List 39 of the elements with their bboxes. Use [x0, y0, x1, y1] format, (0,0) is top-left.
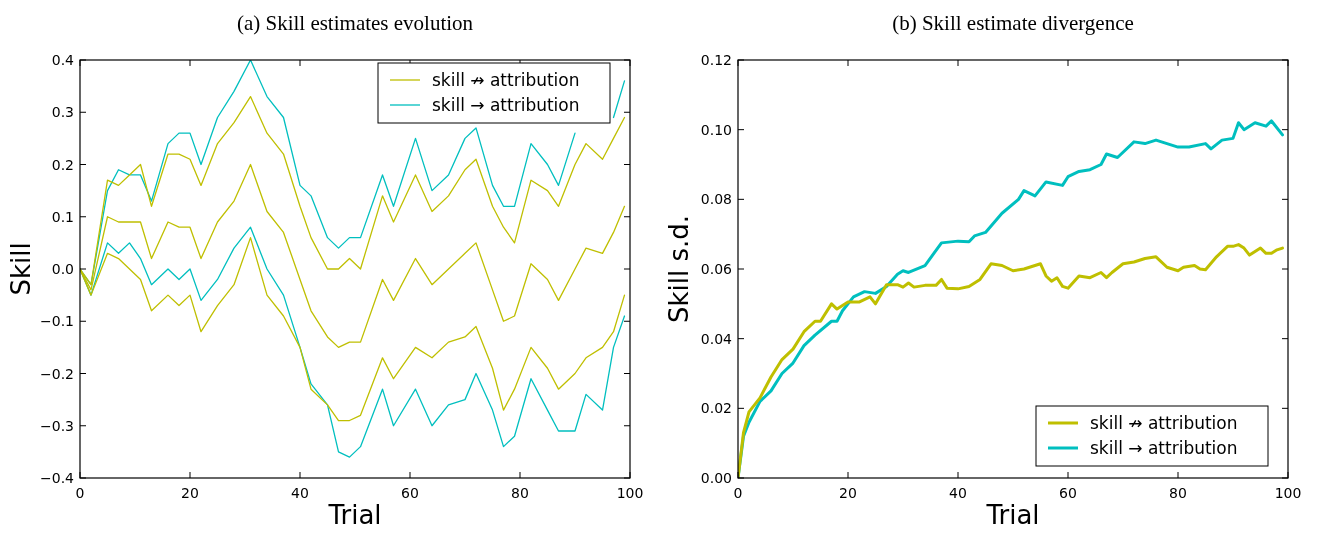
y-tick-label: 0.4	[51, 52, 75, 68]
y-axis-title: Skill	[6, 242, 36, 296]
y-tick-label: −0.1	[40, 313, 74, 330]
legend-label: skill ↛ attribution	[432, 70, 580, 90]
y-tick-label: 0.10	[700, 121, 732, 138]
x-axis-title: Trial	[985, 500, 1040, 530]
y-tick-label: 0.02	[700, 400, 732, 417]
chart-title: (a) Skill estimates evolution	[236, 11, 474, 35]
y-tick-label: 0.3	[51, 104, 74, 121]
x-tick-label: 80	[511, 485, 529, 501]
y-tick-label: 0.12	[700, 52, 732, 68]
y-tick-label: 0.08	[700, 191, 732, 208]
y-tick-label: 0.00	[700, 470, 732, 486]
chart-title: (b) Skill estimate divergence	[892, 11, 1134, 35]
x-tick-label: 60	[1059, 485, 1077, 501]
y-tick-label: 0.06	[700, 261, 733, 277]
x-tick-label: 0	[733, 485, 743, 501]
x-tick-label: 20	[181, 485, 199, 501]
y-tick-label: −0.3	[40, 417, 74, 434]
x-tick-label: 40	[949, 485, 967, 501]
y-tick-label: 0.0	[51, 261, 74, 277]
x-tick-label: 60	[401, 485, 419, 501]
x-tick-label: 0	[75, 485, 85, 501]
y-tick-label: 0.04	[700, 330, 733, 347]
y-axis-title: Skill s.d.	[664, 214, 694, 324]
x-tick-label: 100	[616, 485, 644, 501]
x-axis-title: Trial	[327, 500, 382, 530]
legend-label: skill → attribution	[432, 95, 580, 115]
x-tick-label: 80	[1169, 485, 1187, 501]
line-series	[738, 243, 1284, 478]
legend-label: skill → attribution	[1090, 438, 1238, 458]
x-tick-label: 100	[1274, 485, 1302, 501]
y-tick-label: 0.1	[51, 208, 74, 225]
legend-label: skill ↛ attribution	[1090, 413, 1238, 433]
x-tick-label: 40	[291, 485, 309, 501]
y-tick-label: −0.4	[40, 470, 75, 486]
y-tick-label: 0.2	[51, 156, 74, 173]
y-tick-label: −0.2	[40, 365, 74, 382]
x-tick-label: 20	[839, 485, 857, 501]
